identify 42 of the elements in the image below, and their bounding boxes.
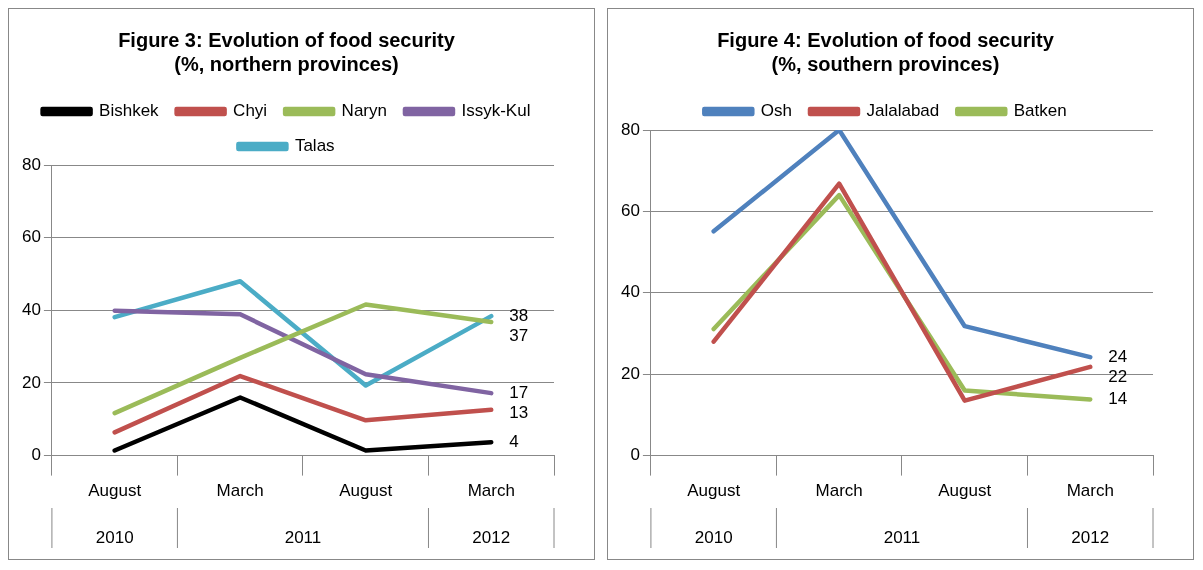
data-label: 22: [1108, 366, 1128, 386]
x-tick-label: August: [339, 481, 393, 501]
y-tick-label: 80: [21, 154, 41, 174]
data-label: 24: [1108, 346, 1128, 366]
legend-label: Issyk-Kul: [461, 101, 531, 121]
y-tick-label: 40: [21, 299, 41, 319]
x-tick-label: August: [88, 481, 142, 501]
x-tick-label: August: [938, 481, 992, 501]
y-tick-label: 0: [630, 445, 640, 465]
data-label: 4: [509, 431, 519, 451]
text: 2010: [95, 527, 134, 547]
y-tick-label: 60: [620, 201, 640, 221]
chart-title: Figure 4: Evolution of food security (%, southern provinces): [717, 28, 1055, 75]
data-label: 37: [509, 325, 529, 345]
x-tick-label: March: [1066, 481, 1114, 501]
y-tick-label: 80: [620, 119, 640, 139]
y-tick-label: 20: [21, 372, 41, 392]
text: 2010: [694, 527, 733, 547]
data-label: 17: [509, 382, 529, 402]
legend-label: Jalalabad: [866, 101, 940, 121]
y-tick-label: 60: [21, 227, 41, 247]
x-tick-label: March: [815, 481, 863, 501]
text: 2012: [1071, 527, 1110, 547]
y-tick-label: 20: [620, 363, 640, 383]
legend-label: Osh: [760, 101, 792, 121]
legend-label: Batken: [1013, 101, 1067, 121]
text: 2011: [883, 527, 921, 547]
y-tick-label: 40: [620, 282, 640, 302]
data-label: 13: [509, 402, 529, 422]
x-tick-label: August: [687, 481, 741, 501]
chart-title: Figure 3: Evolution of food security (%, northern provinces): [118, 28, 456, 75]
data-label: 38: [509, 305, 529, 325]
text: 2012: [472, 527, 511, 547]
data-label: 14: [1108, 389, 1128, 409]
legend-label: Naryn: [341, 101, 387, 121]
legend-label: Bishkek: [99, 101, 160, 121]
legend-label: Chyi: [233, 101, 268, 121]
x-tick-label: March: [216, 481, 264, 501]
x-tick-label: March: [467, 481, 515, 501]
y-tick-label: 0: [31, 445, 41, 465]
legend-label: Talas: [294, 136, 335, 156]
text: 2011: [284, 527, 322, 547]
